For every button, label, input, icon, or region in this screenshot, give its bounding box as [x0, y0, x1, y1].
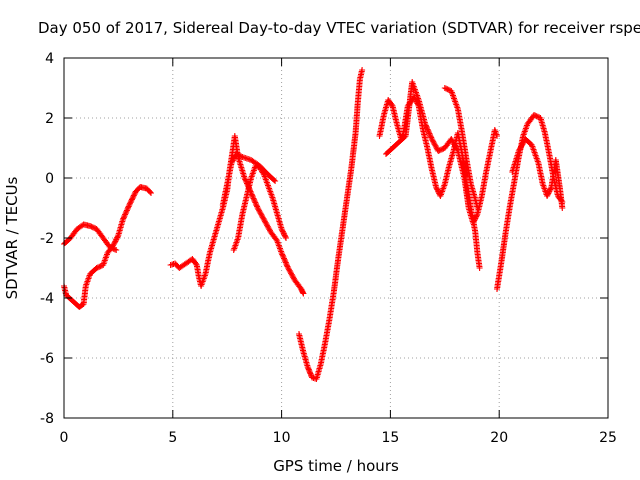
point-markers [383, 79, 500, 226]
x-tick-label: 5 [168, 430, 177, 446]
y-axis-title: SDTVAR / TECUs [3, 176, 21, 299]
point-markers [509, 136, 566, 211]
data-points [61, 67, 566, 382]
chart-title: Day 050 of 2017, Sidereal Day-to-day VTE… [38, 19, 640, 37]
y-tick-label: -2 [40, 231, 54, 247]
x-tick-label: 25 [599, 430, 617, 446]
point-markers [219, 151, 279, 208]
y-tick-label: -6 [40, 351, 54, 367]
x-tick-label: 0 [60, 430, 69, 446]
x-tick-label: 15 [381, 430, 399, 446]
y-tick-label: -8 [40, 411, 54, 427]
x-axis-title: GPS time / hours [273, 457, 399, 475]
series-t6 [296, 67, 366, 382]
series-t8 [383, 79, 500, 226]
grid [64, 58, 608, 418]
y-tick-label: -4 [40, 291, 54, 307]
y-tick-label: 2 [45, 111, 54, 127]
point-markers [296, 67, 366, 382]
point-markers [441, 85, 481, 211]
series-t9 [441, 85, 481, 211]
x-tick-label: 10 [273, 430, 291, 446]
y-tick-label: 4 [45, 51, 54, 67]
axis-ticks: 0 5 10 15 20 25 -8 -6 -4 -2 0 2 4 [40, 51, 617, 446]
x-tick-label: 20 [490, 430, 508, 446]
y-tick-label: 0 [45, 171, 54, 187]
series-t5 [219, 151, 279, 208]
series-t11 [509, 136, 566, 211]
